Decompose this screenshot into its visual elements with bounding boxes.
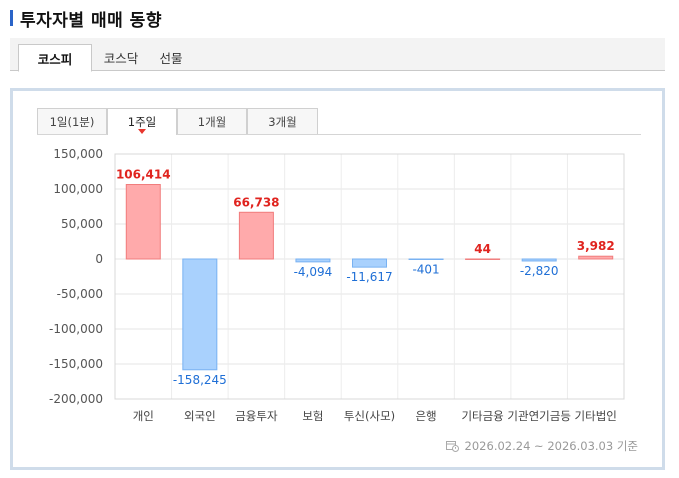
x-category-label: 기타법인 — [575, 409, 617, 423]
x-category-label: 기타금융 — [461, 409, 503, 423]
y-tick-label: -150,000 — [49, 357, 103, 371]
market-tabs: 코스피 코스닥 선물 — [10, 38, 665, 72]
bar — [465, 258, 501, 260]
x-category-label: 보험 — [302, 409, 323, 423]
tab-3month[interactable]: 3개월 — [247, 108, 318, 134]
tab-1week[interactable]: 1주일 — [107, 108, 177, 135]
bar — [352, 258, 387, 268]
page-title-bar: 투자자별 매매 동향 — [10, 8, 162, 31]
x-category-label: 은행 — [415, 409, 436, 423]
x-category-label: 금융투자 — [235, 409, 278, 423]
plot-border — [114, 153, 625, 400]
y-tick-label: 150,000 — [53, 147, 103, 161]
bar — [578, 255, 614, 260]
x-category-label: 개인 — [133, 409, 154, 423]
title-marker — [10, 10, 13, 26]
page-title: 투자자별 매매 동향 — [20, 10, 162, 31]
data-label: 106,414 — [116, 168, 171, 182]
bar — [182, 258, 218, 371]
x-category-label: 투신(사모) — [344, 409, 395, 423]
y-tick-label: -100,000 — [49, 322, 103, 336]
data-label: -11,617 — [346, 270, 392, 284]
y-tick-label: 100,000 — [53, 182, 103, 196]
bar — [238, 211, 274, 260]
data-label: -2,820 — [520, 264, 559, 278]
investor-trade-chart: 150,000 100,000 50,000 0 -50,000 -100,000 -150… — [49, 147, 625, 423]
active-tab-caret-icon — [138, 129, 146, 134]
bar — [408, 258, 444, 260]
tab-kospi[interactable]: 코스피 — [18, 44, 92, 72]
date-range-text: 2026.02.24 ~ 2026.03.03 기준 — [464, 439, 638, 453]
data-label: 3,982 — [577, 239, 615, 253]
tab-1month[interactable]: 1개월 — [177, 108, 247, 134]
chart-panel: 1일(1분) 1주일 1개월 3개월 150,000 100,000 50,000 0… — [10, 88, 665, 470]
data-label: -158,245 — [173, 373, 227, 387]
tab-futures[interactable]: 선물 — [159, 51, 183, 66]
tab-1week-label: 1주일 — [127, 115, 157, 129]
data-label: 44 — [474, 242, 491, 256]
data-label: 66,738 — [233, 195, 279, 209]
y-tick-label: 0 — [95, 252, 103, 266]
data-label: -401 — [412, 263, 439, 277]
y-tick-label: -200,000 — [49, 392, 103, 406]
y-tick-label: -50,000 — [57, 287, 103, 301]
data-label: -4,094 — [294, 265, 333, 279]
y-tick-label: 50,000 — [61, 217, 103, 231]
x-category-label: 외국인 — [184, 409, 216, 423]
x-category-label: 기관연기금등 — [507, 409, 570, 423]
bar — [521, 258, 557, 262]
date-range-note: 2026.02.24 ~ 2026.03.03 기준 — [445, 438, 638, 454]
bar — [295, 258, 331, 263]
bar — [125, 184, 161, 260]
tab-1day[interactable]: 1일(1분) — [37, 108, 107, 134]
tab-kosdaq[interactable]: 코스닥 — [103, 51, 139, 66]
period-tabs: 1일(1분) 1주일 1개월 3개월 — [37, 108, 641, 135]
calendar-icon — [445, 441, 459, 452]
